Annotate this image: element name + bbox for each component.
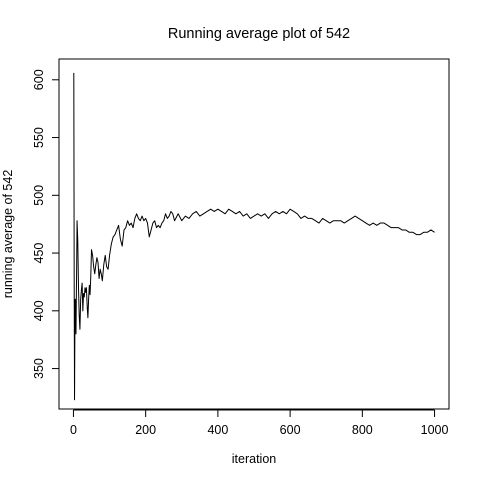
y-tick-label: 550: [32, 127, 46, 148]
x-tick-label: 600: [280, 423, 301, 437]
x-tick-label: 0: [70, 423, 77, 437]
y-tick-label: 400: [32, 300, 46, 321]
x-tick-label: 1000: [421, 423, 449, 437]
x-tick-label: 200: [135, 423, 156, 437]
y-axis: 350 400 450 500 550 600: [32, 69, 60, 379]
x-axis-label: iteration: [232, 452, 277, 466]
y-tick-label: 350: [32, 358, 46, 379]
x-tick-label: 800: [352, 423, 373, 437]
x-tick-label: 400: [207, 423, 228, 437]
y-tick-label: 600: [32, 69, 46, 90]
y-tick-label: 450: [32, 243, 46, 264]
y-tick-label: 500: [32, 185, 46, 206]
y-axis-label: running average of 542: [1, 170, 15, 299]
chart-title: Running average plot of 542: [168, 26, 350, 42]
running-average-line: [73, 72, 435, 401]
x-axis: 0 200 400 600 800 1000: [70, 409, 449, 437]
